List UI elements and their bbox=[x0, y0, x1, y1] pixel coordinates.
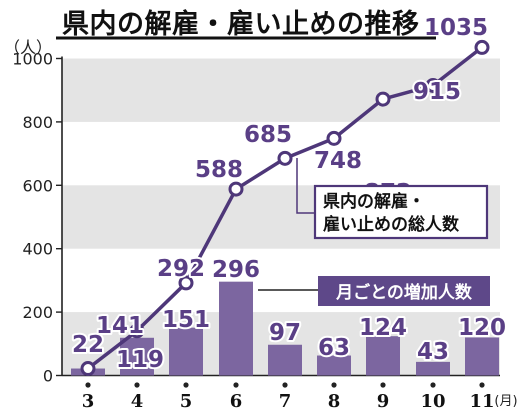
line-label-4: 141 bbox=[96, 313, 144, 339]
y-tick-label-0: 0 bbox=[43, 367, 53, 386]
x-bullet-11 bbox=[479, 382, 485, 388]
x-tick-label-5: 5 bbox=[180, 391, 193, 411]
x-bullet-5 bbox=[183, 382, 189, 388]
line-label-8: 748 bbox=[314, 148, 362, 174]
legend-line-box bbox=[313, 184, 489, 240]
legend-line-leader bbox=[296, 158, 315, 214]
legend-bar-text: 月ごとの増加人数 bbox=[335, 282, 473, 303]
line-point-8 bbox=[326, 130, 342, 146]
chart-title: 県内の解雇・雇い止めの推移 bbox=[62, 9, 420, 40]
legend-line-text-1: 県内の解雇・ bbox=[323, 191, 425, 212]
legend-line-text-2: 雇い止めの総人数 bbox=[323, 214, 460, 235]
bar-4 bbox=[120, 337, 154, 376]
x-tick-label-9: 9 bbox=[377, 391, 390, 411]
x-bullet-8 bbox=[331, 382, 337, 388]
y-tick-label-1000: 1000 bbox=[12, 50, 53, 69]
bar-label-7: 97 bbox=[269, 320, 301, 346]
x-tick-label-8: 8 bbox=[328, 391, 341, 411]
bar-7 bbox=[268, 344, 302, 376]
x-bullet-10 bbox=[430, 382, 436, 388]
line-point-3 bbox=[80, 361, 96, 377]
line-label-6: 588 bbox=[195, 157, 243, 183]
y-tick-label-200: 200 bbox=[22, 303, 53, 322]
bar-5 bbox=[169, 327, 203, 376]
x-bullet-7 bbox=[282, 382, 288, 388]
y-tick-label-600: 600 bbox=[22, 176, 53, 195]
x-tick-label-7: 7 bbox=[279, 391, 292, 411]
line-label-7: 685 bbox=[244, 122, 292, 148]
y-axis-unit: （人） bbox=[4, 38, 53, 57]
bar-9 bbox=[366, 336, 400, 376]
line-label-10: 915 bbox=[413, 79, 461, 105]
line-label-5: 292 bbox=[157, 256, 205, 282]
x-tick-label-11: 11 bbox=[469, 391, 494, 411]
bar-11 bbox=[465, 337, 499, 376]
legend-bar-box bbox=[318, 276, 490, 306]
bar-10 bbox=[416, 361, 450, 376]
bar-label-8: 63 bbox=[318, 335, 350, 361]
y-tick-label-800: 800 bbox=[22, 113, 53, 132]
bar-label-5: 151 bbox=[162, 307, 210, 333]
line-point-6 bbox=[228, 181, 244, 197]
bar-label-6: 296 bbox=[212, 257, 260, 283]
x-tick-label-4: 4 bbox=[131, 391, 144, 411]
x-bullet-4 bbox=[134, 382, 140, 388]
x-axis-unit: (月) bbox=[494, 394, 517, 409]
line-point-7 bbox=[277, 150, 293, 166]
line-point-10 bbox=[425, 77, 441, 93]
line-label-3: 22 bbox=[72, 332, 104, 358]
bar-label-10: 43 bbox=[417, 339, 449, 365]
x-bullet-6 bbox=[233, 382, 239, 388]
line-point-9 bbox=[375, 91, 391, 107]
grid-band-2 bbox=[62, 58, 500, 122]
x-bullet-9 bbox=[380, 382, 386, 388]
x-tick-label-10: 10 bbox=[420, 391, 445, 411]
line-point-11 bbox=[474, 39, 490, 55]
bar-label-11: 120 bbox=[458, 315, 506, 341]
bar-6 bbox=[219, 281, 253, 376]
bar-label-9: 124 bbox=[359, 315, 407, 341]
bar-label-4: 119 bbox=[116, 347, 164, 373]
line-point-4 bbox=[129, 323, 145, 339]
x-tick-label-6: 6 bbox=[230, 391, 243, 411]
line-point-5 bbox=[178, 275, 194, 291]
x-tick-label-3: 3 bbox=[82, 391, 95, 411]
x-bullet-3 bbox=[85, 382, 91, 388]
bar-8 bbox=[317, 355, 351, 376]
y-tick-label-400: 400 bbox=[22, 240, 53, 259]
